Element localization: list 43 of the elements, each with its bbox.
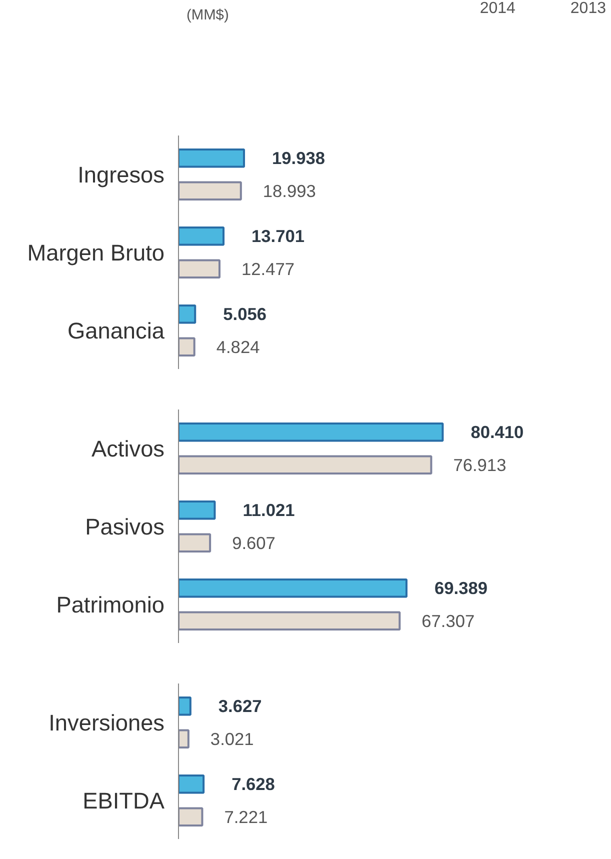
data-label: 76.913 bbox=[453, 454, 506, 475]
bar bbox=[178, 422, 444, 442]
text: 2013 bbox=[570, 0, 606, 18]
data-label: 5.056 bbox=[223, 304, 267, 324]
y-tick-label: Pasivos bbox=[85, 514, 165, 540]
bar bbox=[178, 455, 432, 474]
data-label: 13.701 bbox=[252, 226, 305, 246]
chart-title: (MM$) bbox=[186, 8, 229, 24]
y-tick-label: Inversiones bbox=[48, 710, 164, 736]
data-label: 80.410 bbox=[470, 422, 524, 442]
bar bbox=[178, 807, 204, 826]
data-label: 18.993 bbox=[262, 180, 316, 201]
bar bbox=[178, 259, 220, 278]
bar bbox=[178, 611, 401, 630]
y-tick-label: Activos bbox=[91, 436, 165, 462]
bar bbox=[178, 148, 246, 168]
bar bbox=[178, 337, 196, 356]
text: 2014 bbox=[480, 0, 516, 18]
bar bbox=[178, 533, 212, 552]
bar bbox=[178, 500, 216, 520]
data-label: 67.307 bbox=[422, 610, 475, 631]
data-label: 19.938 bbox=[272, 148, 326, 168]
data-label: 7.221 bbox=[224, 806, 268, 827]
data-label: 11.021 bbox=[242, 500, 296, 520]
data-label: 7.628 bbox=[232, 774, 276, 794]
y-tick-label: Ganancia bbox=[68, 318, 165, 344]
data-label: 3.021 bbox=[210, 728, 254, 749]
y-tick-label: Ingresos bbox=[78, 162, 165, 188]
bar bbox=[178, 304, 196, 324]
bar bbox=[178, 226, 225, 246]
data-label: 9.607 bbox=[232, 532, 276, 553]
data-label: 4.824 bbox=[216, 336, 260, 357]
data-label: 3.627 bbox=[218, 696, 262, 716]
y-tick-label: EBITDA bbox=[82, 788, 166, 814]
bar bbox=[178, 181, 242, 200]
data-label: 69.389 bbox=[434, 578, 488, 598]
y-tick-label: Margen Bruto bbox=[27, 240, 164, 266]
bar bbox=[178, 774, 205, 794]
bar bbox=[178, 729, 190, 748]
data-label: 12.477 bbox=[241, 258, 294, 279]
bar bbox=[178, 696, 192, 716]
bar bbox=[178, 578, 408, 598]
y-tick-label: Patrimonio bbox=[56, 592, 165, 618]
